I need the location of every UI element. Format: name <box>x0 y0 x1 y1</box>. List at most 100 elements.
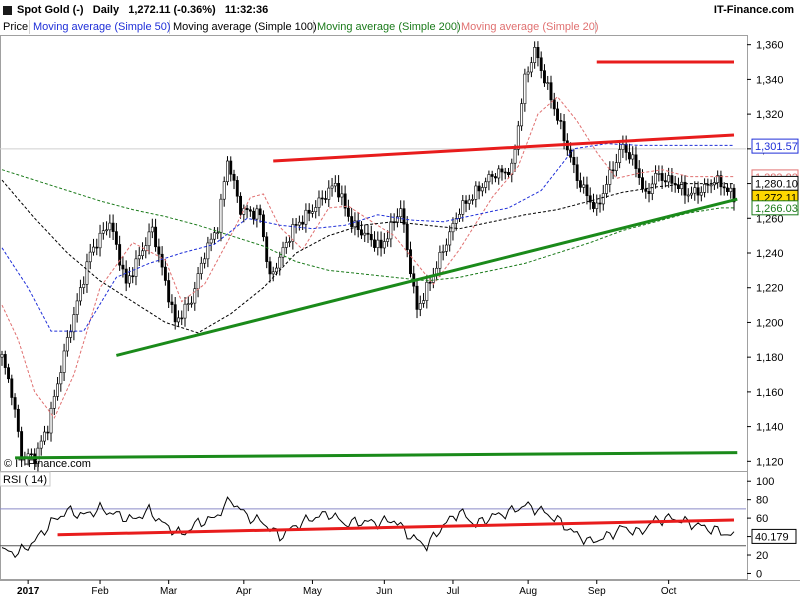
price-tick-label: 1,340 <box>756 74 784 86</box>
candle-body <box>667 175 671 183</box>
candle-body <box>454 218 458 224</box>
rsi-panel-frame <box>0 471 748 580</box>
candle-body <box>356 220 360 230</box>
candle-body <box>101 230 105 234</box>
time-tick-label: 2017 <box>17 586 40 597</box>
candle-body <box>438 252 442 269</box>
menu-square-icon[interactable] <box>3 6 12 15</box>
candle-body <box>690 192 693 196</box>
candle-body <box>732 187 736 203</box>
candle-body <box>513 148 517 164</box>
candle-body <box>549 82 553 101</box>
candle-body <box>588 195 592 203</box>
rsi-tick-label: 0 <box>756 568 762 580</box>
candle-body <box>477 185 481 192</box>
candle-body <box>147 231 151 247</box>
candle-body <box>405 223 409 250</box>
candle-body <box>729 187 733 192</box>
price-tag-box <box>751 200 799 216</box>
rsi-tick-label: 80 <box>756 495 768 507</box>
candle-body <box>118 244 122 266</box>
candle-body <box>618 149 622 163</box>
candle-body <box>85 261 89 285</box>
candle-body <box>569 149 573 158</box>
legend-sma200[interactable]: Moving average (Simple 200) <box>314 20 461 34</box>
candle-body <box>709 184 713 187</box>
candle-body <box>683 181 687 196</box>
header-text: Spot Gold (-) Daily 1,272.11 (-0.36%) 11… <box>17 0 268 20</box>
candle-body <box>386 238 390 242</box>
candle-body <box>36 447 40 464</box>
candle-body <box>206 242 210 260</box>
candle-body <box>278 256 282 269</box>
legend-sma100[interactable]: Moving average (Simple 100) <box>170 20 317 34</box>
candle-body <box>621 143 625 150</box>
candle-body <box>167 280 171 303</box>
candle-body <box>284 242 288 248</box>
candle-body <box>601 193 605 205</box>
candle-body <box>480 187 484 192</box>
candle-body <box>556 108 559 121</box>
candle-body <box>92 246 95 253</box>
legend-price[interactable]: Price <box>0 20 30 34</box>
candle-body <box>343 193 347 209</box>
candle-body <box>157 246 161 255</box>
candle-body <box>627 152 631 160</box>
candle-body <box>65 337 69 352</box>
candle-body <box>258 208 262 216</box>
candle-body <box>686 194 690 197</box>
legend-sma20[interactable]: Moving average (Simple 20) <box>458 20 599 34</box>
candle-body <box>543 70 546 84</box>
candle-body <box>706 183 710 186</box>
candle-body <box>320 197 324 200</box>
candle-body <box>585 184 589 197</box>
price-tick-label: 1,360 <box>756 40 784 52</box>
candle-body <box>239 195 242 215</box>
candle-body <box>20 431 24 458</box>
candle-body <box>271 271 275 275</box>
rsi-label-box <box>0 471 51 487</box>
candle-body <box>128 275 131 284</box>
price-tick-label: 1,240 <box>756 248 784 260</box>
candle-body <box>441 251 445 253</box>
candle-body <box>297 221 301 226</box>
candle-body <box>382 241 386 249</box>
candle-body <box>444 244 448 252</box>
price-tick-label: 1,320 <box>756 109 784 121</box>
indicator-legend: Price Moving average (Simple 50) Moving … <box>0 20 800 35</box>
candle-body <box>212 232 216 240</box>
candle-body <box>268 261 272 275</box>
candle-body <box>183 303 187 319</box>
candle-body <box>261 214 265 238</box>
candle-body <box>379 239 383 249</box>
candle-body <box>88 251 92 263</box>
candle-body <box>464 200 468 204</box>
candle-body <box>490 174 494 177</box>
legend-sma50[interactable]: Moving average (Simple 50) <box>30 20 171 34</box>
candle-body <box>471 199 475 201</box>
candle-body <box>507 171 510 175</box>
candle-body <box>311 211 314 214</box>
candle-body <box>595 202 599 209</box>
candle-body <box>137 255 141 260</box>
price-tick-label: 1,200 <box>756 317 784 329</box>
candle-body <box>144 245 148 252</box>
candle-body <box>389 221 393 240</box>
candle-body <box>105 229 109 232</box>
candle-body <box>248 209 252 212</box>
candle-body <box>366 232 370 235</box>
candle-body <box>150 226 154 233</box>
last-price: 1,272.11 (-0.36%) <box>128 4 216 16</box>
candle-body <box>716 175 720 183</box>
candle-body <box>415 285 419 310</box>
candle-body <box>46 431 50 434</box>
candle-body <box>461 200 465 215</box>
price-tick-label: 1,140 <box>756 422 784 434</box>
candle-body <box>16 408 20 432</box>
candle-body <box>719 175 723 188</box>
time-tick-label: Apr <box>236 586 252 597</box>
candle-body <box>177 317 180 323</box>
candle-body <box>95 246 99 249</box>
rsi-tick-label: 100 <box>756 476 774 488</box>
